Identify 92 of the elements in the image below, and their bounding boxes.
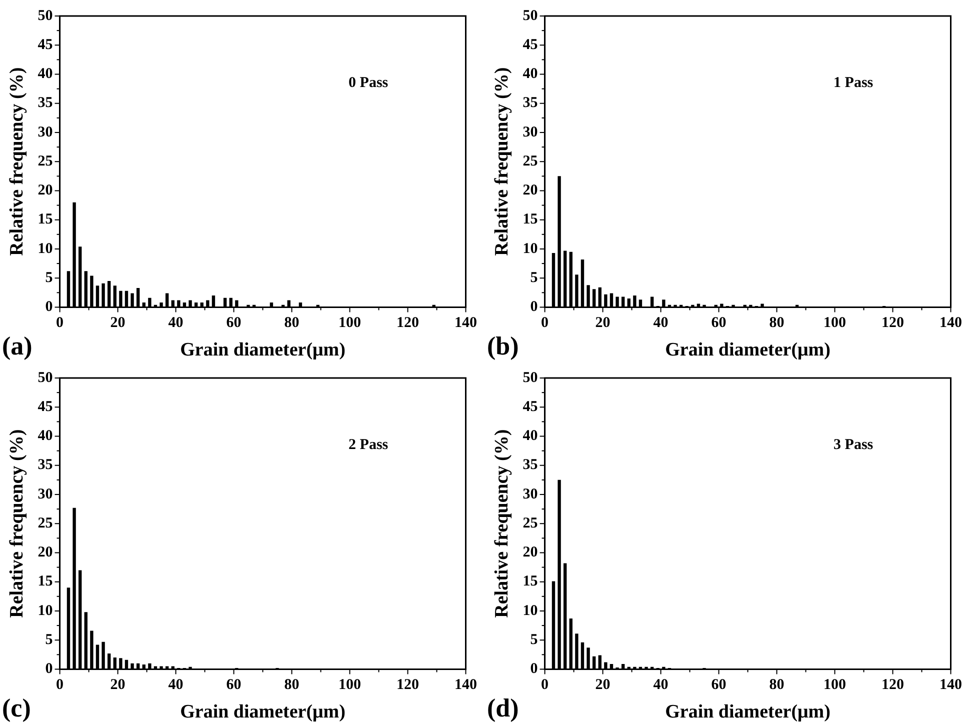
- x-tick-label: 140: [940, 677, 962, 694]
- y-tick-label: 40: [38, 66, 53, 82]
- x-tick-label: 20: [110, 315, 126, 332]
- y-tick-label: 25: [522, 515, 538, 532]
- y-tick-label: 25: [38, 515, 53, 532]
- x-tick-label: 60: [226, 315, 242, 332]
- x-tick-label: 120: [882, 677, 904, 694]
- x-tick-label: 80: [769, 315, 784, 332]
- annotation: 3 Pass: [834, 436, 874, 453]
- x-tick-label: 20: [595, 315, 610, 332]
- y-tick-label: 45: [522, 36, 538, 53]
- x-tick-label: 140: [454, 677, 477, 694]
- y-tick-label: 10: [38, 240, 53, 257]
- x-tick-label: 60: [711, 315, 726, 332]
- x-axis-title: Grain diameter(μm): [665, 702, 830, 723]
- x-axis-title: Grain diameter(μm): [180, 340, 346, 361]
- y-tick-label: 50: [522, 8, 538, 24]
- annotation: 2 Pass: [348, 436, 388, 453]
- y-axis-title: Relative frequency (%): [6, 67, 28, 256]
- y-tick-label: 35: [38, 95, 53, 112]
- y-tick-label: 40: [38, 428, 53, 444]
- x-tick-label: 0: [56, 315, 64, 332]
- y-tick-label: 45: [522, 398, 538, 415]
- y-tick-label: 15: [38, 212, 53, 228]
- y-axis-title: Relative frequency (%): [491, 67, 512, 256]
- y-tick-label: 0: [45, 661, 53, 678]
- y-tick-label: 5: [530, 270, 538, 286]
- y-tick-label: 0: [45, 299, 53, 316]
- x-tick-label: 100: [338, 315, 362, 332]
- annotation: 1 Pass: [834, 74, 874, 91]
- y-tick-label: 15: [522, 574, 538, 590]
- x-tick-label: 40: [168, 315, 184, 332]
- text: (a): [2, 332, 32, 361]
- y-tick-label: 40: [522, 66, 538, 82]
- y-tick-label: 40: [522, 428, 538, 444]
- y-tick-label: 35: [522, 95, 538, 112]
- y-tick-label: 15: [522, 212, 538, 228]
- y-tick-label: 30: [522, 486, 538, 502]
- x-tick-label: 100: [824, 677, 846, 694]
- y-axis-title: Relative frequency (%): [491, 429, 512, 618]
- x-tick-label: 100: [338, 677, 362, 694]
- text: (d): [487, 694, 519, 723]
- annotation: 0 Pass: [348, 74, 388, 91]
- y-tick-label: 50: [38, 370, 53, 386]
- y-tick-label: 50: [522, 370, 538, 386]
- y-tick-label: 10: [522, 240, 538, 257]
- x-tick-label: 140: [940, 315, 962, 332]
- text: (c): [2, 694, 31, 723]
- x-tick-label: 60: [711, 677, 726, 694]
- y-tick-label: 5: [530, 632, 538, 648]
- y-tick-label: 35: [522, 457, 538, 474]
- x-tick-label: 80: [284, 315, 300, 332]
- y-tick-label: 25: [38, 153, 53, 170]
- x-axis-title: Grain diameter(μm): [665, 340, 830, 361]
- x-tick-label: 0: [541, 315, 549, 332]
- x-tick-label: 40: [168, 677, 184, 694]
- y-tick-label: 45: [38, 398, 53, 415]
- x-tick-label: 40: [653, 677, 668, 694]
- x-tick-label: 20: [595, 677, 610, 694]
- y-tick-label: 0: [530, 299, 538, 316]
- y-tick-label: 10: [38, 602, 53, 619]
- y-tick-label: 20: [522, 544, 538, 561]
- y-tick-label: 45: [38, 36, 53, 53]
- y-tick-label: 5: [45, 270, 53, 286]
- x-tick-label: 0: [541, 677, 549, 694]
- x-tick-label: 80: [284, 677, 300, 694]
- y-tick-label: 35: [38, 457, 53, 474]
- x-tick-label: 60: [226, 677, 242, 694]
- x-tick-label: 20: [110, 677, 126, 694]
- y-tick-label: 20: [38, 182, 53, 199]
- y-tick-label: 15: [38, 574, 53, 590]
- x-tick-label: 140: [454, 315, 477, 332]
- text: (b): [487, 332, 519, 361]
- y-tick-label: 25: [522, 153, 538, 170]
- y-tick-label: 5: [45, 632, 53, 648]
- x-tick-label: 120: [882, 315, 904, 332]
- x-axis-title: Grain diameter(μm): [180, 702, 346, 723]
- x-tick-label: 80: [769, 677, 784, 694]
- y-tick-label: 30: [38, 486, 53, 502]
- y-axis-title: Relative frequency (%): [6, 429, 28, 618]
- x-tick-label: 120: [396, 315, 420, 332]
- x-tick-label: 0: [56, 677, 64, 694]
- y-tick-label: 20: [38, 544, 53, 561]
- y-tick-label: 50: [38, 8, 53, 24]
- y-tick-label: 30: [38, 124, 53, 140]
- x-tick-label: 100: [824, 315, 846, 332]
- y-tick-label: 20: [522, 182, 538, 199]
- y-tick-label: 10: [522, 602, 538, 619]
- x-tick-label: 120: [396, 677, 420, 694]
- y-tick-label: 0: [530, 661, 538, 678]
- y-tick-label: 30: [522, 124, 538, 140]
- x-tick-label: 40: [653, 315, 668, 332]
